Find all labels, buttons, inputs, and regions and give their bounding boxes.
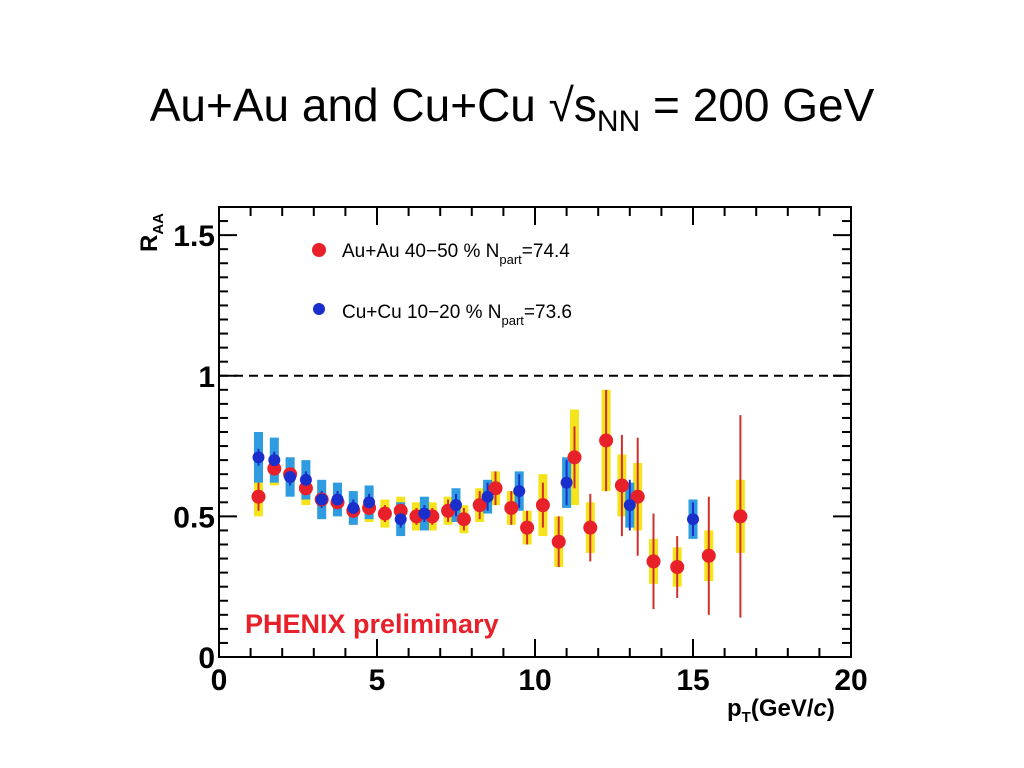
data-point bbox=[252, 451, 265, 464]
data-point bbox=[418, 507, 431, 520]
data-point bbox=[630, 489, 645, 504]
data-point bbox=[298, 481, 313, 496]
data-point bbox=[394, 513, 407, 526]
legend-label-cucu: Cu+Cu 10−20 % Npart=73.6 bbox=[342, 302, 572, 328]
data-point bbox=[347, 501, 360, 514]
data-point bbox=[472, 498, 487, 513]
legend-cucu-main: Cu+Cu 10−20 % N bbox=[342, 302, 502, 323]
legend-auau-main: Au+Au 40−50 % N bbox=[342, 241, 499, 262]
data-point bbox=[701, 548, 716, 563]
data-point bbox=[251, 489, 266, 504]
data-point bbox=[315, 493, 328, 506]
legend-auau-sub: part bbox=[499, 252, 522, 267]
data-point bbox=[504, 500, 519, 515]
y-tick-label: 1.5 bbox=[173, 220, 215, 253]
x-axis-title-italic: c bbox=[814, 695, 827, 722]
data-point bbox=[599, 433, 614, 448]
data-point bbox=[520, 520, 535, 535]
legend-auau-tail: =74.4 bbox=[522, 241, 571, 262]
legend-cucu-tail: =73.6 bbox=[524, 302, 572, 323]
x-axis-title-close: ) bbox=[827, 695, 835, 722]
data-point bbox=[268, 454, 281, 467]
x-tick-label: 20 bbox=[834, 664, 867, 697]
x-axis-title-tail: (GeV/ bbox=[751, 695, 814, 722]
x-axis-title-sub: T bbox=[742, 709, 751, 726]
data-point bbox=[535, 498, 550, 513]
x-tick-label: 0 bbox=[211, 664, 228, 697]
x-tick-label: 15 bbox=[676, 664, 709, 697]
data-point bbox=[284, 471, 297, 483]
data-point bbox=[687, 513, 699, 526]
x-axis-title-main: p bbox=[727, 695, 742, 722]
x-tick-label: 10 bbox=[518, 664, 551, 697]
data-point bbox=[481, 490, 494, 503]
y-tick-label: 1 bbox=[198, 361, 215, 394]
y-axis-title-main: R bbox=[136, 235, 163, 252]
series-0 bbox=[254, 389, 745, 618]
slide-title: Au+Au and Cu+Cu √sNN = 200 GeV bbox=[0, 78, 1024, 139]
title-subscript: NN bbox=[596, 105, 641, 138]
data-point bbox=[583, 520, 598, 535]
y-axis-title-sub: AA bbox=[150, 213, 167, 235]
phenix-preliminary-label: PHENIX preliminary bbox=[245, 609, 499, 639]
data-point bbox=[488, 481, 503, 496]
tick-layer: 0 5 10 15 20 0 0.5 1 1.5 bbox=[173, 206, 868, 697]
data-point bbox=[646, 554, 661, 569]
data-point bbox=[551, 534, 566, 549]
series-layer bbox=[251, 389, 748, 618]
legend-cucu-sub: part bbox=[502, 313, 525, 328]
data-point bbox=[393, 503, 408, 518]
x-axis-title: pT(GeV/c) bbox=[727, 695, 835, 726]
data-point bbox=[456, 512, 471, 527]
y-axis-title: RAA bbox=[136, 213, 167, 252]
data-point bbox=[267, 461, 282, 476]
data-point bbox=[513, 485, 526, 498]
series-1 bbox=[254, 432, 698, 539]
title-main: Au+Au and Cu+Cu √s bbox=[149, 79, 597, 131]
data-point bbox=[614, 478, 629, 493]
data-point bbox=[299, 473, 312, 486]
data-point bbox=[560, 476, 573, 489]
data-point bbox=[733, 509, 748, 524]
data-point bbox=[363, 496, 376, 509]
legend: Au+Au 40−50 % Npart=74.4 Cu+Cu 10−20 % N… bbox=[312, 241, 572, 328]
y-tick-label: 0 bbox=[198, 642, 215, 675]
data-point bbox=[623, 499, 636, 512]
y-tick-label: 0.5 bbox=[173, 501, 215, 534]
data-point bbox=[450, 499, 462, 512]
markers-1 bbox=[252, 451, 699, 526]
plot-frame bbox=[218, 206, 852, 658]
data-point bbox=[377, 506, 392, 521]
data-point bbox=[331, 493, 344, 506]
x-tick-label: 5 bbox=[369, 664, 386, 697]
legend-label-auau: Au+Au 40−50 % Npart=74.4 bbox=[342, 241, 570, 267]
legend-marker-auau bbox=[312, 243, 326, 257]
data-point bbox=[670, 560, 685, 574]
data-point bbox=[567, 450, 582, 465]
title-tail: = 200 GeV bbox=[640, 79, 875, 131]
legend-marker-cucu bbox=[313, 303, 325, 315]
